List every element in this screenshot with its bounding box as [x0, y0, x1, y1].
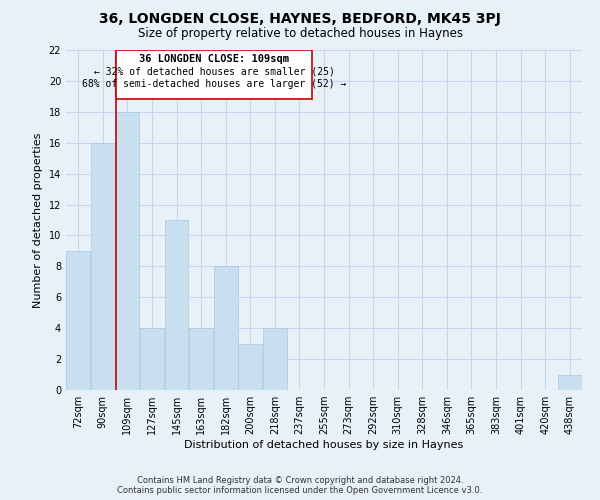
- Bar: [214, 266, 238, 390]
- Text: Size of property relative to detached houses in Haynes: Size of property relative to detached ho…: [137, 28, 463, 40]
- Bar: [91, 142, 115, 390]
- Bar: [67, 251, 90, 390]
- X-axis label: Distribution of detached houses by size in Haynes: Distribution of detached houses by size …: [184, 440, 464, 450]
- Text: Contains HM Land Registry data © Crown copyright and database right 2024.: Contains HM Land Registry data © Crown c…: [137, 476, 463, 485]
- Bar: [558, 374, 581, 390]
- Bar: [189, 328, 213, 390]
- Text: 36 LONGDEN CLOSE: 109sqm: 36 LONGDEN CLOSE: 109sqm: [139, 54, 289, 64]
- Bar: [263, 328, 287, 390]
- Text: Contains public sector information licensed under the Open Government Licence v3: Contains public sector information licen…: [118, 486, 482, 495]
- Text: ← 32% of detached houses are smaller (25): ← 32% of detached houses are smaller (25…: [94, 67, 334, 77]
- Bar: [116, 112, 139, 390]
- Text: 36, LONGDEN CLOSE, HAYNES, BEDFORD, MK45 3PJ: 36, LONGDEN CLOSE, HAYNES, BEDFORD, MK45…: [99, 12, 501, 26]
- Bar: [238, 344, 262, 390]
- FancyBboxPatch shape: [116, 50, 312, 100]
- Y-axis label: Number of detached properties: Number of detached properties: [33, 132, 43, 308]
- Bar: [140, 328, 164, 390]
- Text: 68% of semi-detached houses are larger (52) →: 68% of semi-detached houses are larger (…: [82, 80, 346, 90]
- Bar: [164, 220, 188, 390]
